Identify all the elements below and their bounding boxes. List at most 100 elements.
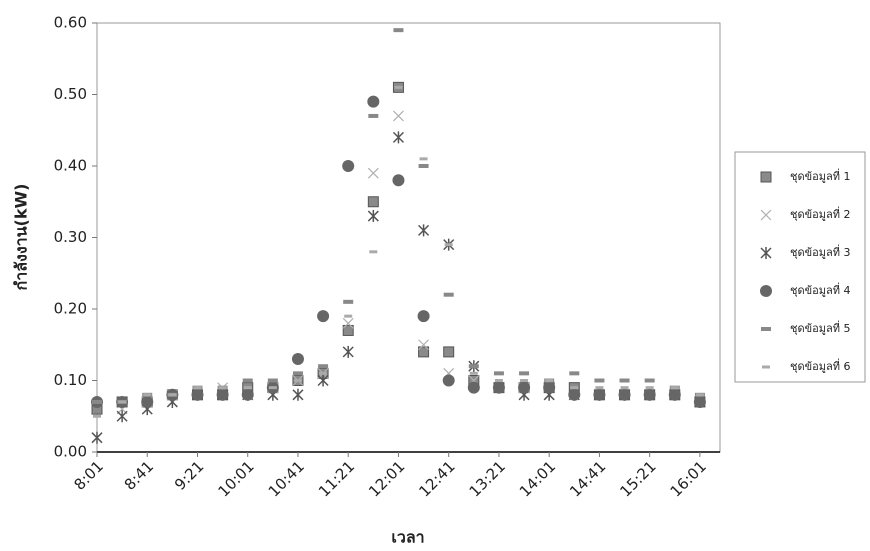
- y-tick-label: 0.50: [54, 85, 87, 103]
- marker: [620, 386, 629, 390]
- y-tick-label: 0.40: [54, 157, 87, 175]
- marker: [619, 378, 630, 383]
- x-tick-label: 12:01: [365, 457, 408, 500]
- marker: [292, 388, 304, 401]
- marker: [760, 247, 772, 259]
- marker: [216, 388, 229, 401]
- legend-label: ชุดข้อมูลที่ 6: [790, 358, 850, 373]
- marker: [643, 388, 656, 401]
- marker: [342, 324, 354, 336]
- marker: [762, 365, 770, 369]
- legend-label: ชุดข้อมูลที่ 5: [790, 320, 850, 335]
- marker: [467, 381, 480, 394]
- marker: [268, 386, 277, 390]
- x-tick-label: 8:01: [70, 457, 107, 494]
- marker: [442, 374, 455, 387]
- marker: [342, 317, 354, 329]
- marker: [468, 364, 479, 369]
- y-tick-label: 0.20: [54, 300, 87, 318]
- x-tick-label: 16:01: [667, 457, 710, 500]
- marker: [761, 327, 771, 331]
- marker: [644, 378, 655, 383]
- marker: [393, 28, 404, 33]
- marker: [645, 386, 654, 390]
- marker: [695, 393, 704, 397]
- marker: [243, 386, 252, 390]
- marker: [545, 379, 554, 382]
- marker: [419, 157, 428, 161]
- marker: [367, 196, 379, 208]
- marker: [92, 399, 102, 404]
- marker: [543, 381, 556, 394]
- marker: [141, 395, 154, 408]
- marker: [417, 310, 430, 323]
- marker: [319, 371, 328, 375]
- marker: [570, 386, 579, 390]
- marker: [367, 210, 379, 223]
- marker: [569, 371, 580, 376]
- marker: [93, 414, 101, 418]
- marker: [344, 314, 353, 318]
- marker: [393, 110, 404, 122]
- marker: [693, 395, 706, 408]
- y-tick-label: 0.10: [54, 371, 87, 389]
- marker: [568, 388, 581, 401]
- marker: [317, 310, 330, 323]
- marker: [218, 386, 227, 390]
- marker: [595, 386, 604, 390]
- marker: [670, 386, 679, 390]
- y-tick-label: 0.30: [54, 228, 87, 246]
- legend-label: ชุดข้อมูลที่ 1: [790, 168, 850, 183]
- marker: [143, 393, 152, 397]
- marker: [193, 386, 202, 390]
- marker: [191, 388, 204, 401]
- marker: [443, 292, 454, 297]
- marker: [168, 393, 177, 397]
- marker: [116, 410, 128, 423]
- marker: [291, 353, 304, 366]
- marker: [118, 400, 127, 404]
- marker: [367, 95, 380, 108]
- marker: [292, 371, 303, 376]
- marker: [594, 378, 605, 383]
- marker: [593, 388, 606, 401]
- x-tick-label: 14:01: [516, 457, 559, 500]
- x-axis-title: เวลา: [391, 528, 424, 547]
- marker: [369, 250, 378, 254]
- legend-box: [734, 151, 866, 383]
- marker: [520, 379, 529, 382]
- x-tick-label: 8:41: [121, 457, 158, 494]
- marker: [342, 345, 354, 358]
- marker: [494, 379, 503, 382]
- marker: [760, 209, 772, 221]
- marker: [668, 388, 681, 401]
- legend-label: ชุดข้อมูลที่ 2: [790, 206, 850, 221]
- marker: [91, 431, 103, 444]
- marker: [469, 371, 478, 375]
- marker: [418, 339, 429, 351]
- marker: [293, 379, 302, 382]
- x-tick-label: 15:21: [616, 457, 659, 500]
- marker: [394, 85, 403, 89]
- x-tick-label: 9:21: [171, 457, 208, 494]
- x-tick-label: 11:21: [315, 457, 358, 500]
- marker: [241, 388, 254, 401]
- marker: [443, 346, 455, 358]
- x-tick-label: 14:41: [566, 457, 609, 500]
- y-tick-label: 0.00: [54, 443, 87, 461]
- marker: [760, 171, 772, 183]
- marker: [368, 113, 379, 118]
- marker: [493, 371, 504, 376]
- marker: [318, 364, 329, 369]
- marker: [418, 346, 430, 358]
- marker: [418, 224, 430, 237]
- marker: [444, 243, 453, 247]
- marker: [317, 374, 329, 387]
- marker: [367, 167, 379, 179]
- legend-label: ชุดข้อมูลที่ 4: [790, 282, 850, 297]
- marker: [760, 285, 772, 297]
- marker: [618, 388, 631, 401]
- marker: [342, 160, 355, 172]
- x-tick-label: 13:21: [466, 457, 509, 500]
